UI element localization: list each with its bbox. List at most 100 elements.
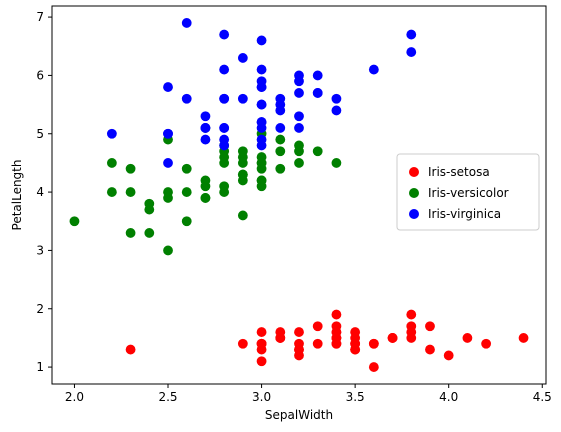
- data-point-2-41: [275, 123, 286, 133]
- data-point-2-11: [200, 111, 211, 122]
- data-point-2-32: [219, 93, 230, 104]
- x-tick-label-4: 4.0: [439, 390, 458, 404]
- x-tick-label-1: 2.5: [158, 390, 177, 404]
- data-point-1-14: [237, 210, 248, 221]
- data-point-2-15: [294, 111, 304, 122]
- data-point-2-7: [237, 53, 248, 63]
- data-point-1-48: [163, 245, 173, 256]
- data-point-2-35: [256, 64, 267, 75]
- data-point-2-30: [219, 64, 230, 75]
- data-point-0-13: [256, 356, 267, 367]
- data-point-2-18: [181, 18, 192, 28]
- data-point-1-37: [125, 163, 136, 174]
- data-point-1-20: [294, 140, 304, 151]
- y-tick-label-0: 1: [36, 360, 44, 374]
- legend-marker-versicolor: [409, 188, 419, 198]
- data-point-2-3: [237, 93, 248, 104]
- data-point-0-5: [425, 321, 435, 332]
- data-point-0-37: [368, 338, 379, 349]
- data-point-1-49: [219, 181, 230, 192]
- data-point-2-6: [163, 158, 173, 168]
- data-point-0-33: [481, 338, 492, 349]
- data-point-2-48: [331, 105, 342, 116]
- data-point-2-17: [406, 29, 417, 40]
- data-point-2-26: [219, 140, 230, 151]
- data-point-1-44: [200, 175, 211, 186]
- data-points: [69, 18, 529, 372]
- y-tick-label-3: 4: [36, 185, 44, 199]
- data-point-2-31: [406, 47, 417, 57]
- data-point-2-5: [256, 35, 267, 46]
- data-point-1-1: [294, 158, 304, 168]
- data-point-1-12: [106, 187, 117, 197]
- data-point-2-39: [275, 105, 286, 116]
- data-point-0-23: [312, 321, 323, 332]
- x-axis-label: SepalWidth: [265, 408, 333, 422]
- y-axis-label: PetalLength: [10, 160, 24, 231]
- data-point-2-43: [294, 76, 304, 87]
- data-point-2-36: [331, 93, 342, 104]
- data-point-1-2: [275, 134, 286, 145]
- legend-label-setosa: Iris-setosa: [428, 165, 490, 179]
- data-point-1-32: [200, 193, 211, 203]
- data-point-1-15: [275, 163, 286, 174]
- data-point-2-10: [294, 123, 304, 133]
- data-point-1-45: [256, 175, 267, 186]
- data-point-1-3: [125, 187, 136, 197]
- data-point-2-22: [219, 29, 230, 40]
- data-point-0-22: [368, 362, 379, 372]
- data-point-0-47: [294, 338, 304, 349]
- data-point-2-19: [106, 128, 117, 139]
- data-point-1-13: [237, 146, 248, 157]
- data-point-2-33: [219, 123, 230, 133]
- data-point-2-20: [294, 88, 304, 98]
- data-point-2-9: [368, 64, 379, 75]
- data-point-0-40: [350, 344, 361, 355]
- data-point-1-41: [256, 152, 267, 162]
- data-point-0-41: [125, 344, 136, 355]
- data-point-1-31: [144, 204, 155, 215]
- y-tick-label-2: 3: [36, 243, 44, 257]
- data-point-2-49: [256, 123, 267, 133]
- data-point-1-42: [181, 187, 192, 197]
- y-axis-ticks: 1 2 3 4 5 6 7: [36, 10, 52, 374]
- data-point-0-49: [312, 338, 323, 349]
- legend-label-virginica: Iris-virginica: [428, 207, 501, 221]
- data-point-1-5: [219, 158, 230, 168]
- data-point-0-16: [425, 344, 435, 355]
- data-point-0-25: [256, 327, 267, 337]
- data-point-0-46: [406, 327, 417, 337]
- y-tick-label-5: 6: [36, 68, 44, 82]
- legend-frame: [396, 153, 540, 231]
- data-point-1-39: [163, 187, 173, 197]
- data-point-0-15: [518, 333, 529, 343]
- data-point-2-38: [256, 140, 267, 151]
- data-point-2-8: [163, 82, 173, 92]
- legend-marker-setosa: [409, 167, 419, 177]
- data-point-0-43: [350, 327, 361, 337]
- x-tick-label-5: 4.5: [533, 390, 552, 404]
- data-point-2-40: [275, 93, 286, 104]
- data-point-1-18: [106, 158, 117, 168]
- data-point-1-35: [331, 158, 342, 168]
- x-tick-label-3: 3.5: [346, 390, 365, 404]
- data-point-0-39: [331, 333, 342, 343]
- data-point-0-8: [237, 338, 248, 349]
- data-point-2-16: [256, 99, 267, 110]
- data-point-0-14: [443, 350, 454, 361]
- data-point-1-6: [312, 146, 323, 157]
- data-point-2-44: [312, 88, 323, 98]
- data-point-2-46: [163, 128, 173, 139]
- x-axis-ticks: 2.0 2.5 3.0 3.5 4.0 4.5: [65, 384, 552, 404]
- data-point-0-24: [331, 309, 342, 320]
- data-point-1-7: [144, 228, 155, 238]
- y-tick-label-1: 2: [36, 302, 44, 316]
- data-point-1-47: [237, 169, 248, 180]
- x-tick-label-0: 2.0: [65, 390, 84, 404]
- data-point-1-40: [181, 163, 192, 174]
- data-point-2-23: [200, 134, 211, 145]
- data-point-0-29: [294, 327, 304, 337]
- y-tick-label-6: 7: [36, 10, 44, 24]
- data-point-0-32: [462, 333, 473, 343]
